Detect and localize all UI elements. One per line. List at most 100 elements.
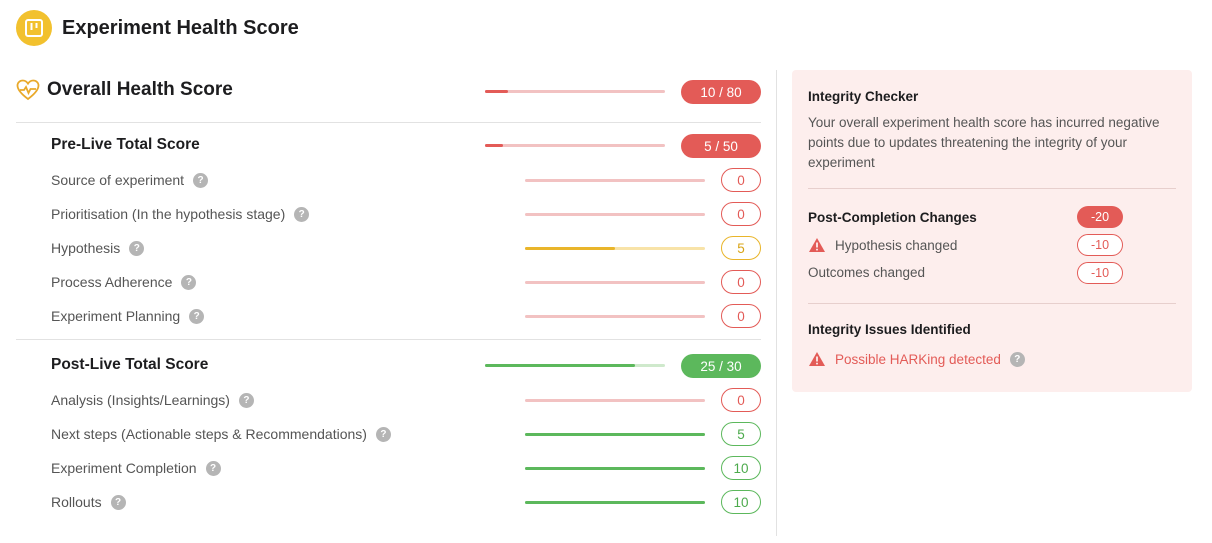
score-item-row: Process Adherence? 0 xyxy=(16,265,761,299)
overall-score-badge: 10 / 80 xyxy=(681,80,761,104)
help-icon[interactable]: ? xyxy=(238,392,254,408)
score-item-text: Process Adherence xyxy=(51,274,173,290)
help-icon[interactable]: ? xyxy=(129,240,145,256)
pre-live-section: Pre-Live Total Score 5 / 50 Source of ex… xyxy=(16,123,761,333)
score-item-bar xyxy=(525,399,705,402)
score-item-row: Prioritisation (In the hypothesis stage)… xyxy=(16,197,761,231)
integrity-description: Your overall experiment health score has… xyxy=(808,115,1160,170)
divider xyxy=(808,303,1176,304)
score-item-bar-fill xyxy=(525,501,705,504)
post-live-title: Post-Live Total Score xyxy=(51,356,209,373)
score-item-bar xyxy=(525,433,705,436)
score-item-row: Next steps (Actionable steps & Recommend… xyxy=(16,417,761,451)
overall-progress-fill xyxy=(485,90,508,93)
help-icon[interactable]: ? xyxy=(193,172,209,188)
score-item-badge: 0 xyxy=(721,304,761,328)
harking-issue-row: Possible HARKing detected ? xyxy=(808,351,1025,367)
outcomes-changed-label: Outcomes changed xyxy=(808,265,926,280)
post-live-section: Post-Live Total Score 25 / 30 Analysis (… xyxy=(16,343,761,519)
score-breakdown: Overall Health Score 10 / 80 Pre-Live To… xyxy=(16,70,761,519)
pre-live-score-badge: 5 / 50 xyxy=(681,134,761,158)
post-live-score-badge: 25 / 30 xyxy=(681,354,761,378)
pre-live-header: Pre-Live Total Score 5 / 50 xyxy=(16,123,761,163)
score-item-row: Source of experiment? 0 xyxy=(16,163,761,197)
harking-issue-label: Possible HARKing detected xyxy=(835,351,1001,367)
score-item-text: Analysis (Insights/Learnings) xyxy=(51,392,230,408)
divider xyxy=(16,122,761,123)
post-completion-title: Post-Completion Changes xyxy=(808,210,977,225)
score-item-bar-fill xyxy=(525,247,615,250)
score-item-bar xyxy=(525,247,705,250)
score-item-label: Process Adherence? xyxy=(51,274,197,290)
pre-live-progress-fill xyxy=(485,144,503,147)
app-header: Experiment Health Score xyxy=(16,10,299,46)
warning-icon xyxy=(809,238,825,252)
score-item-label: Hypothesis? xyxy=(51,240,145,256)
hypothesis-changed-row: Hypothesis changed xyxy=(808,237,957,253)
score-item-row: Analysis (Insights/Learnings)? 0 xyxy=(16,383,761,417)
pre-live-title: Pre-Live Total Score xyxy=(51,136,200,153)
score-item-bar xyxy=(525,467,705,470)
score-item-label: Rollouts? xyxy=(51,494,126,510)
integrity-issues-title: Integrity Issues Identified xyxy=(808,322,971,337)
help-icon[interactable]: ? xyxy=(205,460,221,476)
post-live-items: Analysis (Insights/Learnings)? 0 Next step… xyxy=(16,383,761,519)
score-item-text: Experiment Completion xyxy=(51,460,197,476)
score-item-bar xyxy=(525,179,705,182)
outcomes-changed-badge: -10 xyxy=(1077,262,1123,284)
score-item-text: Rollouts xyxy=(51,494,102,510)
score-item-text: Source of experiment xyxy=(51,172,185,188)
column-divider xyxy=(776,70,777,536)
score-item-label: Experiment Planning? xyxy=(51,308,205,324)
post-completion-total-badge: -20 xyxy=(1077,206,1123,228)
page-title: Experiment Health Score xyxy=(62,16,299,39)
score-item-bar-fill xyxy=(525,467,705,470)
score-item-bar xyxy=(525,501,705,504)
score-item-label: Experiment Completion? xyxy=(51,460,221,476)
score-item-bar xyxy=(525,281,705,284)
post-live-progress-bar xyxy=(485,364,665,367)
score-item-row: Rollouts? 10 xyxy=(16,485,761,519)
overall-progress-bar xyxy=(485,90,665,93)
help-icon[interactable]: ? xyxy=(1009,351,1025,367)
integrity-title: Integrity Checker xyxy=(808,89,919,104)
score-item-badge: 0 xyxy=(721,388,761,412)
help-icon[interactable]: ? xyxy=(294,206,310,222)
hypothesis-changed-badge: -10 xyxy=(1077,234,1123,256)
score-item-badge: 0 xyxy=(721,202,761,226)
hypothesis-changed-label: Hypothesis changed xyxy=(835,237,958,253)
help-icon[interactable]: ? xyxy=(181,274,197,290)
help-icon[interactable]: ? xyxy=(189,308,205,324)
score-item-bar xyxy=(525,315,705,318)
score-item-text: Prioritisation (In the hypothesis stage) xyxy=(51,206,286,222)
pre-live-items: Source of experiment? 0 Prioritisation (In… xyxy=(16,163,761,333)
heart-pulse-icon xyxy=(16,79,40,101)
overall-score-row: Overall Health Score 10 / 80 xyxy=(16,70,761,112)
integrity-checker-panel: Integrity Checker Your overall experimen… xyxy=(792,70,1192,392)
score-item-row: Experiment Completion? 10 xyxy=(16,451,761,485)
score-item-badge: 0 xyxy=(721,168,761,192)
score-item-label: Analysis (Insights/Learnings)? xyxy=(51,392,254,408)
score-item-text: Hypothesis xyxy=(51,240,121,256)
score-item-badge: 10 xyxy=(721,456,761,480)
help-icon[interactable]: ? xyxy=(110,494,126,510)
warning-icon xyxy=(809,352,825,366)
score-item-row: Experiment Planning? 0 xyxy=(16,299,761,333)
post-live-progress-fill xyxy=(485,364,635,367)
post-live-header: Post-Live Total Score 25 / 30 xyxy=(16,343,761,383)
score-item-row: Hypothesis? 5 xyxy=(16,231,761,265)
divider xyxy=(808,188,1176,189)
outcomes-changed-row: Outcomes changed xyxy=(808,265,925,280)
divider xyxy=(16,339,761,340)
score-item-label: Prioritisation (In the hypothesis stage)… xyxy=(51,206,310,222)
score-item-bar xyxy=(525,213,705,216)
pre-live-progress-bar xyxy=(485,144,665,147)
score-item-bar-fill xyxy=(525,433,705,436)
score-item-badge: 5 xyxy=(721,422,761,446)
score-item-label: Next steps (Actionable steps & Recommend… xyxy=(51,426,391,442)
score-item-text: Experiment Planning xyxy=(51,308,181,324)
score-item-label: Source of experiment? xyxy=(51,172,209,188)
help-icon[interactable]: ? xyxy=(375,426,391,442)
score-item-badge: 5 xyxy=(721,236,761,260)
score-item-badge: 0 xyxy=(721,270,761,294)
